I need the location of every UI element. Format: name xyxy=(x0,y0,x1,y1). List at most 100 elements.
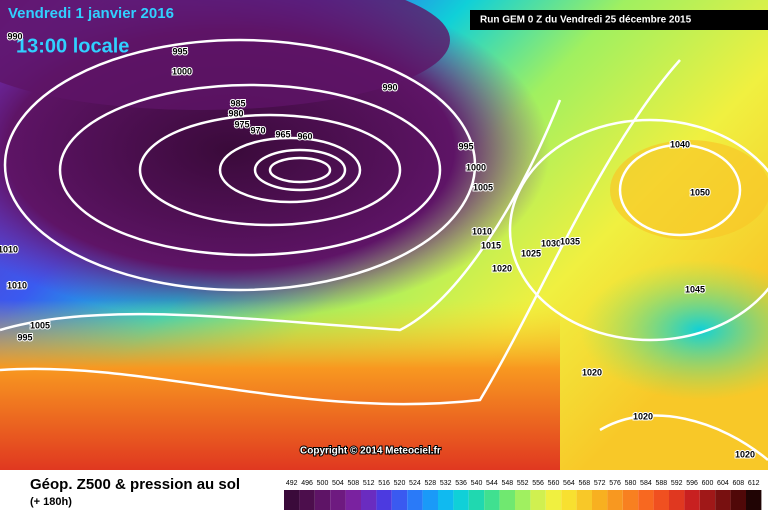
scale-label: 492 xyxy=(286,480,298,487)
scale-label: 612 xyxy=(748,480,760,487)
isobar-label: 1040 xyxy=(670,139,690,149)
isobar-label: 985 xyxy=(230,98,245,108)
scale-swatch xyxy=(653,490,669,510)
copyright: Copyright © 2014 Meteociel.fr xyxy=(300,446,441,457)
scale-label: 540 xyxy=(471,480,483,487)
scale-label: 544 xyxy=(486,480,498,487)
isobar-label: 1000 xyxy=(172,66,192,76)
scale-label: 560 xyxy=(548,480,560,487)
scale-swatch xyxy=(607,490,623,510)
scale-label: 500 xyxy=(317,480,329,487)
scale-label: 524 xyxy=(409,480,421,487)
isobar-label: 1010 xyxy=(472,226,492,236)
isobar-label: 1000 xyxy=(466,162,486,172)
forecast-time: 13:00 locale xyxy=(16,35,129,57)
scale-swatch xyxy=(730,490,746,510)
isobar-label: 990 xyxy=(7,31,22,41)
scale-label: 564 xyxy=(563,480,575,487)
scale-swatch xyxy=(715,490,731,510)
scale-label: 536 xyxy=(455,480,467,487)
scale-swatch xyxy=(484,490,500,510)
scale-swatch xyxy=(376,490,392,510)
scale-swatch xyxy=(669,490,685,510)
scale-swatch xyxy=(330,490,346,510)
scale-label: 572 xyxy=(594,480,606,487)
isobar-label: 1005 xyxy=(473,182,493,192)
scale-label: 576 xyxy=(609,480,621,487)
forecast-date: Vendredi 1 janvier 2016 xyxy=(8,5,174,22)
scale-label: 596 xyxy=(686,480,698,487)
footer: Géop. Z500 & pression au sol (+ 180h) 49… xyxy=(0,470,768,512)
scale-label: 512 xyxy=(363,480,375,487)
isobar-label: 995 xyxy=(172,46,187,56)
isobar-label: 995 xyxy=(17,332,32,342)
header-bar: Run GEM 0 Z du Vendredi 25 décembre 2015… xyxy=(8,5,768,458)
isobar-label: 1020 xyxy=(633,411,653,421)
scale-label: 552 xyxy=(517,480,529,487)
isobar-label: 1025 xyxy=(521,248,541,258)
scale-label: 548 xyxy=(501,480,513,487)
scale-label: 528 xyxy=(424,480,436,487)
scale-swatch xyxy=(561,490,577,510)
scale-swatch xyxy=(746,490,762,510)
scale-swatch xyxy=(499,490,515,510)
scale-swatch xyxy=(545,490,562,510)
scale-label: 592 xyxy=(671,480,683,487)
scale-label: 520 xyxy=(394,480,406,487)
isobar-label: 1015 xyxy=(481,240,501,250)
scale-label: 504 xyxy=(332,480,344,487)
isobar-label: 1020 xyxy=(735,449,755,459)
scale-swatch xyxy=(622,490,639,510)
isobar-label: 1035 xyxy=(560,236,580,246)
isobar-label: 990 xyxy=(382,82,397,92)
isobar-label: 1010 xyxy=(0,244,18,254)
isobar-label: 1020 xyxy=(492,263,512,273)
scale-swatch xyxy=(361,490,377,510)
isobar-label: 980 xyxy=(228,108,243,118)
scale-swatch xyxy=(284,490,300,510)
footer-title: Géop. Z500 & pression au sol xyxy=(30,476,240,493)
scale-swatch xyxy=(638,490,654,510)
scale-label: 580 xyxy=(625,480,637,487)
isobar-label: 1045 xyxy=(685,284,705,294)
isobar-label: 1050 xyxy=(690,187,710,197)
scale-label: 588 xyxy=(655,480,667,487)
scale-swatch xyxy=(699,490,716,510)
scale-swatch xyxy=(576,490,592,510)
scale-swatch xyxy=(453,490,469,510)
footer-subtitle: (+ 180h) xyxy=(30,496,72,508)
scale-swatch xyxy=(314,490,331,510)
scale-label: 604 xyxy=(717,480,729,487)
isobar-label: 970 xyxy=(250,125,265,135)
isobar-label: 960 xyxy=(297,131,312,141)
isobar-label: 1005 xyxy=(30,320,50,330)
scale-label: 608 xyxy=(732,480,744,487)
scale-swatch xyxy=(515,490,531,510)
scale-label: 532 xyxy=(440,480,452,487)
scale-label: 516 xyxy=(378,480,390,487)
scale-label: 584 xyxy=(640,480,652,487)
isobar-label: 975 xyxy=(234,119,249,129)
isobar-label: 1030 xyxy=(541,238,561,248)
scale-swatch xyxy=(530,490,546,510)
isobar-label: 1010 xyxy=(7,280,27,290)
scale-swatch xyxy=(345,490,361,510)
scale-swatch xyxy=(438,490,454,510)
isobar-label: 965 xyxy=(275,129,290,139)
isobar-label: 995 xyxy=(458,141,473,151)
scale-label: 600 xyxy=(702,480,714,487)
scale-swatch xyxy=(684,490,700,510)
scale-swatch xyxy=(422,490,438,510)
scale-swatch xyxy=(407,490,423,510)
scale-label: 496 xyxy=(301,480,313,487)
scale-label: 568 xyxy=(578,480,590,487)
scale-swatch xyxy=(391,490,408,510)
scale-swatch xyxy=(299,490,315,510)
scale-label: 556 xyxy=(532,480,544,487)
scale-label: 508 xyxy=(347,480,359,487)
scale-swatch xyxy=(592,490,608,510)
map xyxy=(0,0,768,470)
run-info: Run GEM 0 Z du Vendredi 25 décembre 2015 xyxy=(480,15,692,26)
scale-swatch xyxy=(468,490,485,510)
